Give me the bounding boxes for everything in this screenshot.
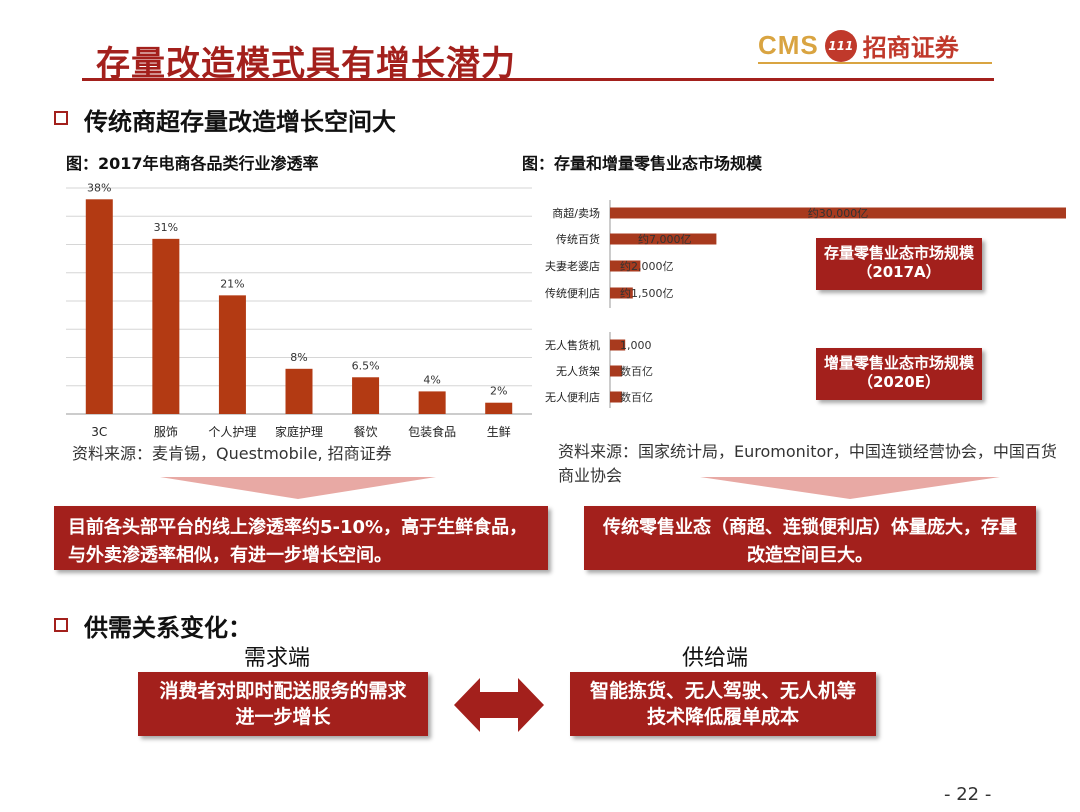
bar xyxy=(610,260,641,272)
tick-label: 传统便利店 xyxy=(545,286,600,300)
bar xyxy=(485,402,513,414)
data-label: 约7,000亿 xyxy=(638,233,692,246)
page-number: - 22 - xyxy=(944,784,992,805)
left-chart-source: 资料来源：麦肯锡，Questmobile, 招商证券 xyxy=(72,444,392,463)
tick-label: 无人货架 xyxy=(556,364,600,378)
data-label: 21% xyxy=(220,277,244,290)
logo-cms-text: CMS xyxy=(758,30,819,60)
data-label: 8% xyxy=(290,351,307,364)
demand-box: 消费者对即时配送服务的需求进一步增长 xyxy=(138,672,428,736)
logo-badge-icon: 111 xyxy=(824,29,857,62)
logo-company-name: 招商证券 xyxy=(862,33,959,62)
page-title: 存量改造模式具有增长潜力 xyxy=(96,44,516,84)
data-label: 38% xyxy=(87,181,111,194)
tick-label: 商超/卖场 xyxy=(552,206,600,220)
bar xyxy=(85,199,113,414)
left-bar-chart: 38% 31% 21% 8% 6.5% 4% 2% 3C 服饰 个人护理 家庭护理 餐饮 包装食品 生鲜 xyxy=(66,181,532,439)
tick-label: 个人护理 xyxy=(208,425,256,439)
title-divider xyxy=(82,78,994,81)
data-label: 4% xyxy=(423,373,440,386)
tick-label: 3C xyxy=(91,425,107,439)
logo-divider xyxy=(758,62,992,64)
data-label: 数百亿 xyxy=(620,365,653,378)
supply-box: 智能拣货、无人驾驶、无人机等技术降低履单成本 xyxy=(570,672,876,736)
right-chart-source: 资料来源：国家统计局，Euromonitor，中国连锁经营协会，中国百货商业协会 xyxy=(558,442,1057,485)
data-label: 2% xyxy=(490,385,507,398)
company-logo: CMS 111 招商证券 xyxy=(758,28,959,63)
bar xyxy=(610,365,622,377)
data-label: 数百亿 xyxy=(620,391,653,404)
square-bullet-icon xyxy=(54,111,68,125)
section2-heading: 供需关系变化： xyxy=(84,614,252,642)
tick-label: 家庭护理 xyxy=(275,424,323,439)
data-label: 1,000 xyxy=(620,339,652,352)
tick-label: 服饰 xyxy=(154,425,178,439)
demand-label: 需求端 xyxy=(244,646,311,671)
left-pointer-shape xyxy=(160,477,436,499)
left-chart-title: 图：2017年电商各品类行业渗透率 xyxy=(66,154,319,173)
data-label: 约1,500亿 xyxy=(620,287,674,300)
right-pointer-shape xyxy=(700,477,1000,499)
data-label: 约30,000亿 xyxy=(808,207,869,220)
tick-label: 夫妻老婆店 xyxy=(545,259,600,273)
left-callout: 目前各头部平台的线上渗透率约5-10%，高于生鲜食品，与外卖渗透率相似，有进一步… xyxy=(54,506,548,570)
data-label: 6.5% xyxy=(352,359,380,372)
bar xyxy=(610,339,626,351)
tick-label: 传统百货 xyxy=(556,232,600,246)
supply-label: 供给端 xyxy=(682,646,749,671)
double-arrow-icon xyxy=(454,678,544,732)
right-bar-chart: 约30,000亿约7,000亿约2,000亿约1,500亿1,000数百亿数百亿… xyxy=(545,200,1066,408)
data-label: 约2,000亿 xyxy=(620,260,674,273)
tick-label: 生鲜 xyxy=(487,425,511,439)
square-bullet-icon xyxy=(54,618,68,632)
bar xyxy=(218,295,246,414)
existing-retail-label: 存量零售业态市场规模（2017A） xyxy=(816,238,982,290)
bar xyxy=(610,233,717,245)
section1-heading: 传统商超存量改造增长空间大 xyxy=(84,108,396,136)
tick-label: 包装食品 xyxy=(408,424,456,439)
bar xyxy=(610,287,633,299)
bar xyxy=(610,207,1066,219)
incremental-retail-label: 增量零售业态市场规模（2020E） xyxy=(816,348,982,400)
bar xyxy=(152,238,180,414)
bar xyxy=(610,391,622,403)
tick-label: 餐饮 xyxy=(354,424,378,439)
bar xyxy=(418,391,446,414)
data-label: 31% xyxy=(154,221,178,234)
right-chart-title: 图：存量和增量零售业态市场规模 xyxy=(522,154,763,173)
tick-label: 无人便利店 xyxy=(545,390,600,404)
tick-label: 无人售货机 xyxy=(545,338,600,352)
bar xyxy=(352,377,380,414)
bar xyxy=(285,368,313,414)
right-callout: 传统零售业态（商超、连锁便利店）体量庞大，存量改造空间巨大。 xyxy=(584,506,1036,570)
